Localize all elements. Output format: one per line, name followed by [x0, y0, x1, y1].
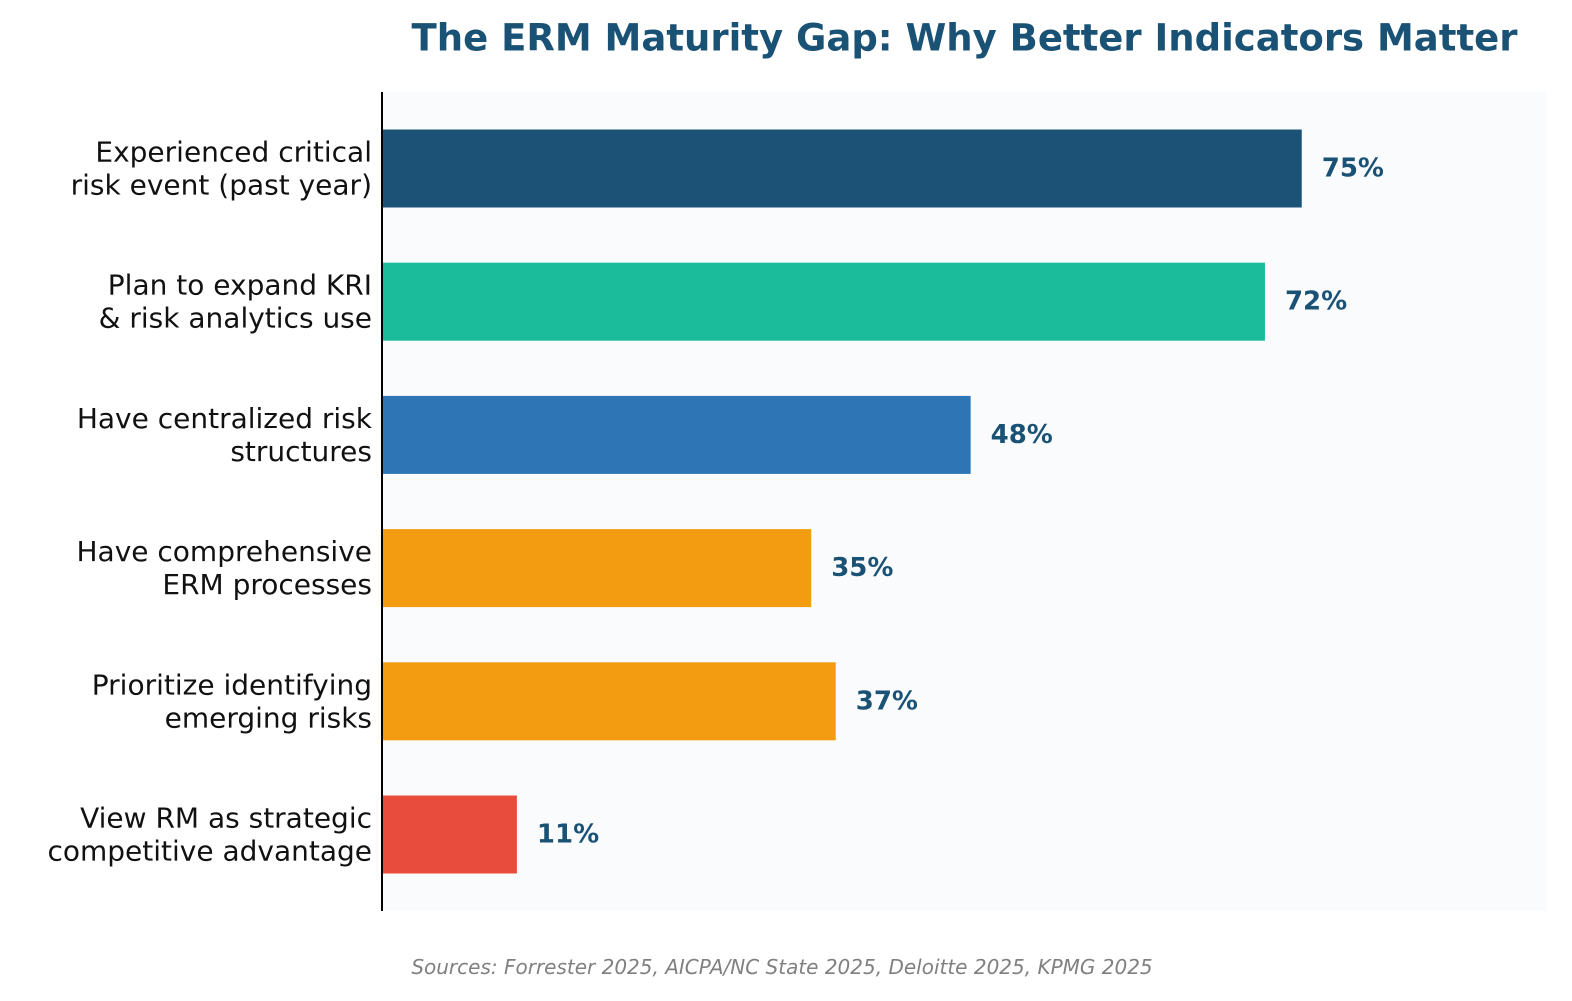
category-label-line: & risk analytics use	[99, 302, 372, 335]
category-label: Plan to expand KRI & risk analytics use	[99, 269, 372, 335]
value-labels: 75% 72% 48% 35% 37% 11%	[537, 154, 1384, 850]
category-label-line: ERM processes	[162, 568, 372, 601]
category-label: Experienced critical risk event (past yea…	[71, 136, 372, 202]
bar	[382, 795, 517, 874]
category-label: View RM as strategic competitive advantag…	[47, 802, 372, 868]
category-label-line: emerging risks	[165, 701, 372, 734]
category-label-line: View RM as strategic	[80, 802, 372, 835]
category-label: Have centralized risk structures	[77, 402, 373, 468]
plot-background	[382, 92, 1547, 911]
category-label-line: Plan to expand KRI	[108, 269, 372, 302]
category-label-line: Have comprehensive	[77, 535, 373, 568]
bar-value-label: 72%	[1285, 287, 1347, 317]
bar-value-label: 48%	[991, 420, 1053, 450]
category-label-line: risk event (past year)	[71, 169, 372, 202]
source-note: Sources: Forrester 2025, AICPA/NC State …	[411, 955, 1152, 979]
bar-value-label: 11%	[537, 820, 599, 850]
bar	[382, 529, 812, 608]
bars-group	[382, 129, 1302, 874]
category-label: Prioritize identifying emerging risks	[92, 668, 372, 734]
bar	[382, 129, 1302, 208]
bar	[382, 262, 1265, 341]
category-label-line: Have centralized risk	[77, 402, 373, 435]
bar-value-label: 37%	[856, 686, 918, 716]
category-label: Have comprehensive ERM processes	[77, 535, 373, 601]
bar-value-label: 75%	[1322, 154, 1384, 184]
bar-value-label: 35%	[831, 553, 893, 583]
bar	[382, 662, 836, 741]
bar	[382, 395, 971, 474]
category-label-line: competitive advantage	[47, 835, 372, 868]
chart-title: The ERM Maturity Gap: Why Better Indicat…	[412, 17, 1519, 60]
category-labels: Experienced critical risk event (past yea…	[47, 136, 372, 868]
category-label-line: Experienced critical	[95, 136, 372, 169]
category-label-line: Prioritize identifying	[92, 668, 372, 701]
category-label-line: structures	[230, 435, 372, 468]
